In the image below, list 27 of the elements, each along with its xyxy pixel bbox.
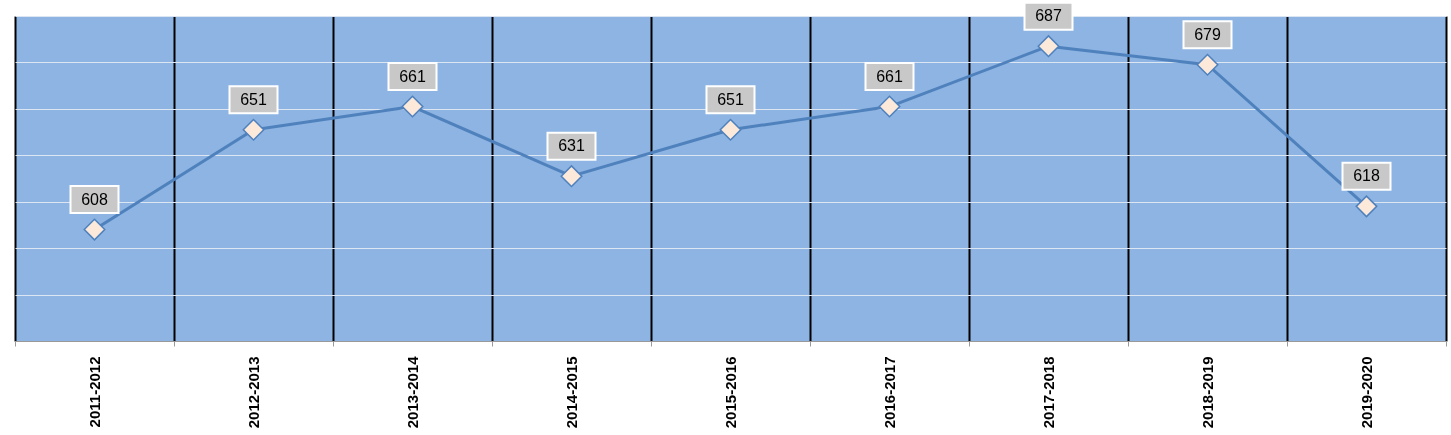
x-tick-label: 2011-2012	[86, 356, 103, 428]
point	[1037, 35, 1060, 58]
x-tick-label: 2017-2018	[1040, 356, 1057, 429]
x-tick-label: 2016-2017	[881, 356, 898, 429]
data-label: 651	[717, 90, 744, 108]
point	[401, 95, 424, 118]
data-label: 679	[1194, 25, 1221, 43]
x-tick-label: 2014-2015	[563, 356, 580, 429]
x-tick-label: 2012-2013	[245, 356, 262, 429]
point	[719, 118, 742, 141]
point	[560, 165, 583, 188]
x-tick-label: 2019-2020	[1358, 356, 1375, 429]
data-label: 631	[558, 137, 585, 155]
data-label: 618	[1353, 167, 1380, 185]
point	[1196, 53, 1219, 76]
x-tick-label: 2018-2019	[1199, 356, 1216, 429]
data-label: 608	[81, 190, 108, 208]
point	[1355, 195, 1378, 218]
data-label: 651	[240, 90, 267, 108]
x-tick-label: 2015-2016	[722, 356, 739, 429]
data-label: 661	[399, 67, 426, 85]
point	[242, 118, 265, 141]
point	[878, 95, 901, 118]
x-tick-label: 2013-2014	[404, 355, 421, 429]
data-label: 687	[1035, 7, 1062, 25]
point	[83, 218, 106, 241]
data-label: 661	[876, 67, 903, 85]
